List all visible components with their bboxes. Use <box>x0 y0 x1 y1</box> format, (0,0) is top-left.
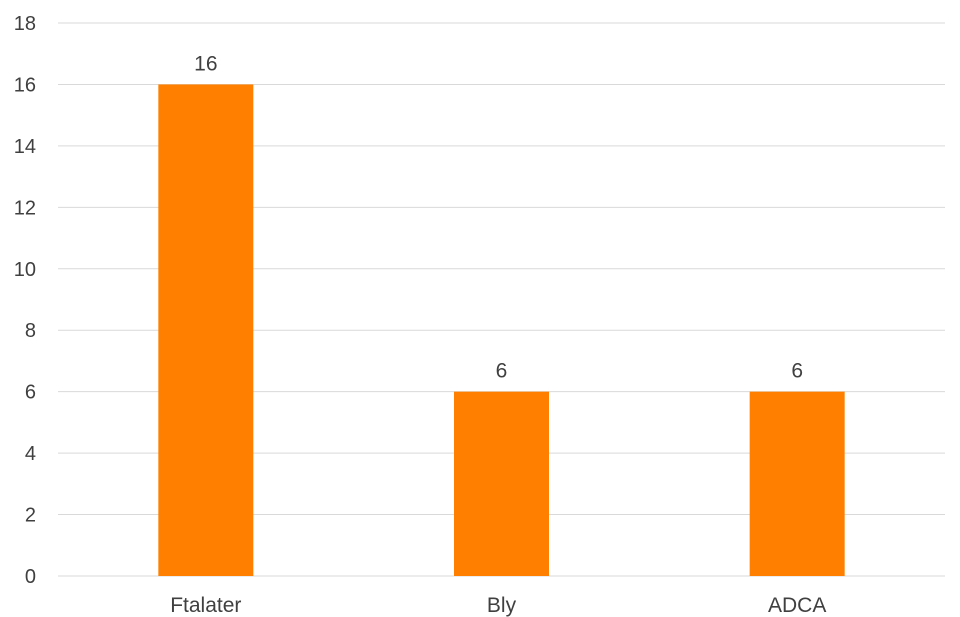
bars <box>158 84 845 576</box>
x-category-label: Bly <box>487 594 517 617</box>
bar-ftalater <box>158 84 254 576</box>
x-axis-category-labels: Ftalater Bly ADCA <box>170 594 826 617</box>
y-tick-label: 6 <box>25 382 36 404</box>
y-tick-label: 12 <box>14 197 36 219</box>
data-label: 6 <box>496 360 508 383</box>
data-labels: 166 6 <box>194 52 803 382</box>
data-label: 16 <box>194 52 217 75</box>
y-tick-label: 10 <box>14 259 36 281</box>
y-tick-label: 16 <box>14 74 36 96</box>
bar-adca <box>749 391 845 576</box>
y-tick-label: 0 <box>25 566 36 588</box>
x-category-label: ADCA <box>768 594 826 617</box>
bar-bly <box>454 391 549 576</box>
data-label: 6 <box>791 360 803 383</box>
y-tick-label: 4 <box>25 443 36 465</box>
y-tick-label: 2 <box>25 505 36 527</box>
x-category-label: Ftalater <box>170 594 241 617</box>
y-axis-tick-labels: 0 2 4 6 8 10 12 14 16 18 <box>14 13 36 588</box>
y-tick-label: 8 <box>25 320 36 342</box>
y-tick-label: 18 <box>14 13 36 35</box>
y-tick-label: 14 <box>14 136 36 158</box>
